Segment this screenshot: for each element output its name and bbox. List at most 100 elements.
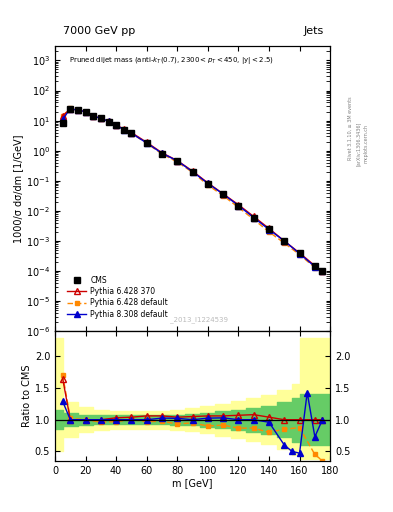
CMS <box>312 263 317 269</box>
Pythia 6.428 370 <box>221 190 226 197</box>
Text: CMS_2013_I1224539: CMS_2013_I1224539 <box>156 316 229 323</box>
Pythia 6.428 default <box>121 126 126 133</box>
Pythia 6.428 370 <box>60 113 65 119</box>
Pythia 8.308 default <box>114 122 119 129</box>
Pythia 8.308 default <box>190 168 195 175</box>
Pythia 6.428 370 <box>75 107 80 113</box>
CMS <box>282 238 286 244</box>
CMS <box>121 126 126 133</box>
Pythia 8.308 default <box>236 202 241 208</box>
Pythia 6.428 370 <box>68 105 73 112</box>
Pythia 6.428 default <box>282 240 286 246</box>
Y-axis label: 1000/σ dσ/dm [1/GeV]: 1000/σ dσ/dm [1/GeV] <box>13 134 23 243</box>
Pythia 6.428 370 <box>312 263 317 269</box>
CMS <box>252 215 256 221</box>
CMS <box>129 130 134 136</box>
Pythia 8.308 default <box>60 116 65 122</box>
Pythia 8.308 default <box>68 105 73 112</box>
Pythia 8.308 default <box>221 191 226 197</box>
CMS <box>297 250 302 256</box>
Pythia 6.428 default <box>312 265 317 271</box>
Pythia 6.428 370 <box>190 168 195 174</box>
Pythia 6.428 370 <box>282 238 286 244</box>
Pythia 8.308 default <box>252 215 256 221</box>
Pythia 6.428 370 <box>320 268 325 274</box>
Pythia 6.428 370 <box>236 202 241 208</box>
CMS <box>83 109 88 115</box>
Pythia 6.428 default <box>144 140 149 146</box>
Pythia 8.308 default <box>175 158 180 164</box>
CMS <box>160 151 164 157</box>
CMS <box>190 168 195 175</box>
Text: [arXiv:1306.3436]: [arXiv:1306.3436] <box>356 121 361 165</box>
Text: mcplots.cern.ch: mcplots.cern.ch <box>364 124 369 163</box>
CMS <box>68 105 73 112</box>
Pythia 8.308 default <box>160 150 164 156</box>
Pythia 6.428 default <box>221 193 226 199</box>
Pythia 6.428 370 <box>252 214 256 220</box>
Pythia 6.428 default <box>190 169 195 176</box>
Pythia 6.428 default <box>91 114 95 120</box>
Pythia 8.308 default <box>320 268 325 274</box>
Pythia 8.308 default <box>297 250 302 257</box>
Line: Pythia 6.428 370: Pythia 6.428 370 <box>60 106 325 274</box>
Pythia 6.428 default <box>320 269 325 275</box>
Pythia 8.308 default <box>91 113 95 119</box>
Pythia 8.308 default <box>144 140 149 146</box>
CMS <box>91 113 95 119</box>
Pythia 6.428 default <box>236 204 241 210</box>
Text: Jets: Jets <box>304 26 324 36</box>
Pythia 6.428 370 <box>99 115 103 121</box>
Pythia 6.428 370 <box>121 126 126 132</box>
Pythia 6.428 370 <box>114 122 119 128</box>
Text: Rivet 3.1.10, ≥ 3M events: Rivet 3.1.10, ≥ 3M events <box>348 96 353 160</box>
CMS <box>106 119 111 125</box>
Pythia 6.428 default <box>83 109 88 115</box>
Pythia 6.428 370 <box>206 180 210 186</box>
Pythia 6.428 370 <box>83 109 88 115</box>
Pythia 6.428 370 <box>297 250 302 256</box>
Line: CMS: CMS <box>60 106 325 274</box>
Text: Pruned dijet mass (anti-$k_T$(0.7), 2300$<$$p_T$$<$450, |y|$<$2.5): Pruned dijet mass (anti-$k_T$(0.7), 2300… <box>69 55 274 66</box>
CMS <box>60 120 65 126</box>
Pythia 8.308 default <box>129 130 134 136</box>
Pythia 8.308 default <box>106 118 111 124</box>
Pythia 6.428 370 <box>175 158 180 164</box>
Pythia 6.428 default <box>68 105 73 112</box>
Pythia 8.308 default <box>206 180 210 186</box>
Pythia 8.308 default <box>99 115 103 121</box>
Pythia 6.428 default <box>114 122 119 129</box>
CMS <box>114 122 119 129</box>
Pythia 8.308 default <box>75 107 80 113</box>
Pythia 6.428 370 <box>91 113 95 119</box>
Pythia 6.428 370 <box>144 139 149 145</box>
Pythia 6.428 370 <box>266 225 271 231</box>
CMS <box>320 268 325 274</box>
Pythia 6.428 default <box>206 182 210 188</box>
X-axis label: m [GeV]: m [GeV] <box>172 478 213 488</box>
Pythia 6.428 default <box>175 159 180 165</box>
Pythia 6.428 default <box>75 107 80 113</box>
CMS <box>175 158 180 164</box>
Pythia 6.428 default <box>99 116 103 122</box>
Text: 7000 GeV pp: 7000 GeV pp <box>63 26 135 36</box>
Legend: CMS, Pythia 6.428 370, Pythia 6.428 default, Pythia 8.308 default: CMS, Pythia 6.428 370, Pythia 6.428 defa… <box>64 273 171 322</box>
Pythia 6.428 default <box>297 251 302 258</box>
CMS <box>236 202 241 208</box>
Pythia 8.308 default <box>266 226 271 232</box>
Y-axis label: Ratio to CMS: Ratio to CMS <box>22 365 32 427</box>
Pythia 6.428 default <box>129 130 134 136</box>
Pythia 8.308 default <box>121 126 126 133</box>
Line: Pythia 8.308 default: Pythia 8.308 default <box>60 106 325 274</box>
CMS <box>206 181 210 187</box>
Pythia 6.428 370 <box>160 150 164 156</box>
Pythia 8.308 default <box>312 264 317 270</box>
CMS <box>99 115 103 121</box>
CMS <box>266 226 271 232</box>
CMS <box>75 107 80 113</box>
Pythia 6.428 default <box>106 119 111 125</box>
CMS <box>221 191 226 198</box>
Pythia 6.428 default <box>160 151 164 157</box>
Pythia 8.308 default <box>83 109 88 115</box>
Pythia 6.428 370 <box>129 130 134 136</box>
